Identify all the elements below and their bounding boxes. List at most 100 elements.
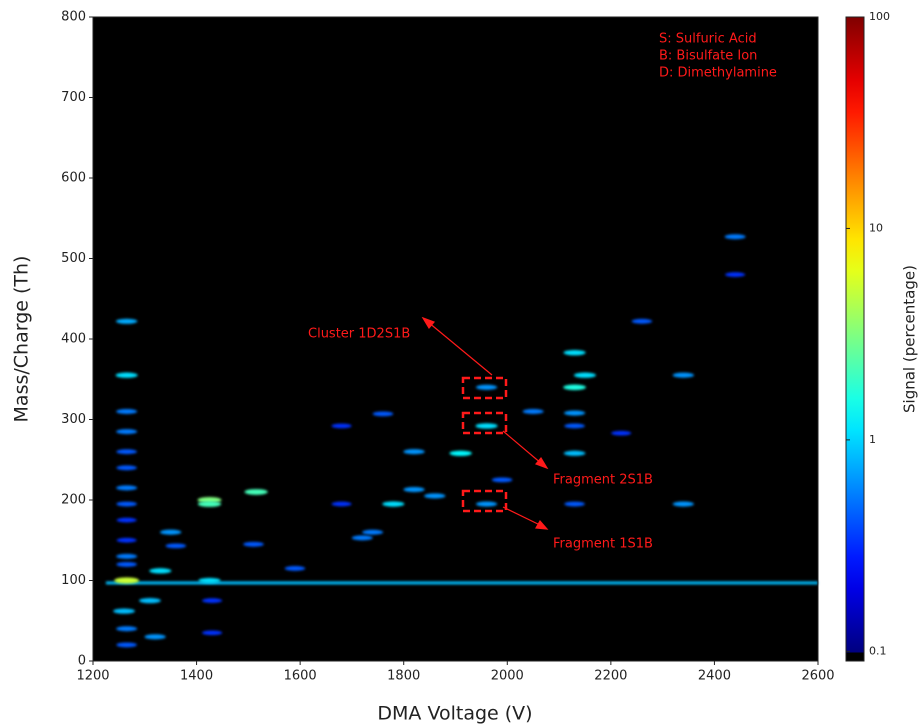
signal-spot — [116, 553, 138, 559]
y-tick-label: 100 — [61, 573, 86, 588]
y-axis-title: Mass/Charge (Th) — [11, 256, 33, 423]
signal-spot — [116, 501, 137, 507]
signal-spot — [563, 349, 586, 356]
signal-spot — [113, 608, 135, 614]
arrow — [502, 506, 543, 527]
signal-spot — [116, 537, 137, 543]
signal-spot — [139, 598, 161, 604]
legend-text: B: Bisulfate Ion — [659, 49, 757, 64]
legend-text: S: Sulfuric Acid — [659, 32, 757, 47]
signal-spot — [563, 384, 587, 391]
signal-spot — [284, 565, 306, 571]
signal-spot — [563, 450, 586, 456]
x-tick-label: 1800 — [387, 669, 420, 684]
signal-spot — [403, 486, 425, 493]
signal-spot — [403, 449, 425, 455]
signal-spot — [611, 430, 632, 436]
signal-spot — [672, 372, 694, 378]
signal-spot — [331, 423, 352, 429]
x-tick-label: 2000 — [491, 669, 524, 684]
signal-spot — [382, 501, 405, 507]
signal-spot — [449, 450, 472, 457]
signal-spot — [564, 501, 585, 507]
highlight-box — [461, 489, 508, 513]
signal-spot — [198, 577, 221, 584]
y-tick-label: 400 — [61, 332, 86, 347]
signal-spot — [672, 501, 694, 507]
arrow — [502, 430, 543, 465]
signal-spot — [331, 501, 352, 507]
highlight-box — [461, 376, 508, 400]
signal-spot — [116, 626, 138, 632]
signal-spot — [160, 529, 182, 535]
arrow-head — [421, 316, 436, 330]
signal-spot — [116, 408, 138, 414]
plot-frame — [92, 16, 819, 662]
y-tick-label: 600 — [61, 171, 86, 186]
arrow — [427, 321, 493, 376]
colorbar-tick-label: 10 — [869, 221, 883, 234]
arrow-head — [535, 519, 549, 530]
x-tick-label: 1200 — [76, 669, 109, 684]
signal-spot — [631, 318, 653, 324]
signal-spot — [491, 477, 513, 483]
signal-spot — [115, 318, 138, 324]
signal-band — [105, 581, 819, 585]
signal-spot — [725, 272, 746, 277]
x-tick-label: 1600 — [284, 669, 317, 684]
annotation: Cluster 1D2S1B — [308, 327, 410, 342]
colorbar-tick-label: 1 — [869, 433, 876, 446]
signal-spot — [197, 501, 222, 507]
colorbar-tick-label: 100 — [869, 10, 890, 23]
signal-spot — [244, 489, 268, 495]
colorbar-frame — [845, 16, 865, 662]
signal-spot — [351, 535, 373, 541]
y-tick-label: 800 — [61, 10, 86, 25]
signal-spot — [202, 598, 223, 603]
signal-spot — [116, 429, 138, 435]
signal-spot — [362, 529, 384, 535]
signal-spot — [116, 561, 137, 567]
signal-spot — [114, 577, 140, 584]
signal-spot — [573, 372, 597, 378]
annotation: Fragment 1S1B — [553, 537, 653, 552]
signal-spot — [165, 543, 187, 549]
highlight-box — [461, 411, 508, 435]
signal-spot — [724, 234, 746, 240]
arrows — [421, 316, 549, 530]
signal-spot — [475, 384, 498, 390]
signal-spot — [372, 411, 394, 417]
signal-spot — [116, 485, 138, 491]
signal-spot — [116, 449, 137, 455]
signal-spot — [149, 568, 172, 574]
signal-spot — [115, 372, 138, 378]
y-tick-label: 700 — [61, 90, 86, 105]
y-tick-label: 200 — [61, 493, 86, 508]
signal-spot — [424, 493, 446, 499]
annotation: Fragment 2S1B — [553, 473, 653, 488]
signal-spot — [197, 497, 222, 503]
x-tick-label: 2200 — [594, 669, 627, 684]
y-tick-label: 300 — [61, 412, 86, 427]
signal-spot — [475, 501, 498, 507]
x-axis-title: DMA Voltage (V) — [377, 703, 532, 725]
signal-spot — [202, 630, 223, 636]
y-tick-label: 500 — [61, 251, 86, 266]
signal-spot — [563, 410, 586, 416]
legend-text: D: Dimethylamine — [659, 66, 777, 81]
signal-spot — [144, 634, 166, 640]
x-tick-label: 1400 — [180, 669, 213, 684]
annotation-layer — [461, 376, 508, 513]
x-tick-label: 2600 — [801, 669, 834, 684]
signal-spot — [475, 423, 498, 429]
signal-spot — [116, 642, 137, 648]
y-tick-label: 0 — [78, 654, 86, 669]
colorbar-tick-label: 0.1 — [869, 644, 887, 657]
arrow-head — [534, 456, 549, 470]
signal-spot — [243, 541, 264, 547]
signal-spot — [564, 423, 585, 429]
signal-spot — [116, 465, 137, 471]
signal-spot — [116, 517, 137, 523]
x-tick-label: 2400 — [698, 669, 731, 684]
